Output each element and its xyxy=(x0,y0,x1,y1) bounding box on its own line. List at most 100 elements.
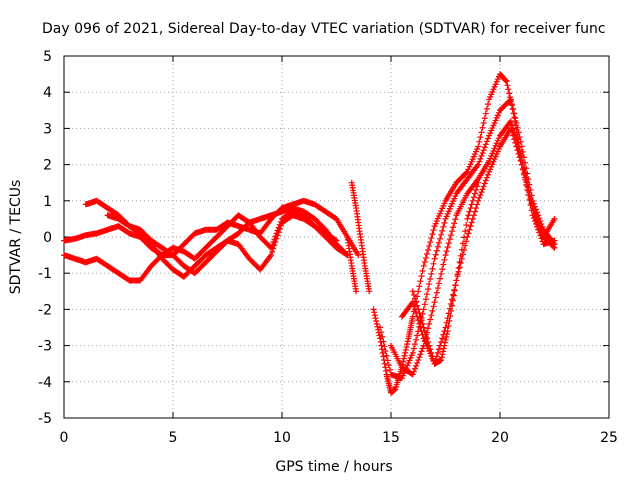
data-point xyxy=(535,226,542,233)
data-point xyxy=(366,288,373,295)
data-point xyxy=(439,335,446,342)
data-point xyxy=(435,346,442,353)
data-point xyxy=(511,110,518,117)
data-point xyxy=(438,357,445,364)
data-point xyxy=(419,320,426,327)
data-point xyxy=(380,338,387,345)
data-point xyxy=(508,121,515,128)
data-point xyxy=(527,202,534,209)
data-point xyxy=(449,302,456,309)
data-point xyxy=(477,155,484,162)
data-point xyxy=(537,232,544,239)
data-point xyxy=(449,297,456,304)
data-point xyxy=(517,138,524,145)
data-point xyxy=(551,237,558,244)
data-point xyxy=(438,354,445,361)
data-point xyxy=(456,258,463,265)
data-point xyxy=(379,333,386,340)
data-point xyxy=(478,129,485,136)
data-point xyxy=(378,329,385,336)
data-point xyxy=(421,301,428,308)
data-point xyxy=(420,306,427,313)
data-point xyxy=(469,215,476,222)
data-point xyxy=(439,351,446,358)
data-point xyxy=(386,366,393,373)
data-point xyxy=(429,307,436,314)
x-axis-label: GPS time / hours xyxy=(275,459,392,475)
data-point xyxy=(374,323,381,330)
data-point xyxy=(464,215,471,222)
data-point xyxy=(432,251,439,258)
data-point xyxy=(510,105,517,112)
data-point xyxy=(515,150,522,157)
data-point xyxy=(480,183,487,190)
series-track-10 xyxy=(398,125,558,367)
data-point xyxy=(430,303,437,310)
grid xyxy=(64,56,609,418)
data-point xyxy=(372,315,379,322)
data-point xyxy=(417,313,424,320)
data-point xyxy=(400,355,407,362)
y-tick-label: 2 xyxy=(43,158,52,174)
data-point xyxy=(423,291,430,298)
data-point xyxy=(434,349,441,356)
data-point xyxy=(417,278,424,285)
data-point xyxy=(403,344,410,351)
data-point xyxy=(370,306,377,313)
data-point xyxy=(272,239,279,246)
data-point xyxy=(511,136,518,143)
data-point xyxy=(434,285,441,292)
data-point xyxy=(466,208,473,215)
y-tick-label: 3 xyxy=(43,121,52,137)
data-point xyxy=(429,265,436,272)
data-point xyxy=(463,169,470,176)
data-point xyxy=(534,223,541,230)
data-point xyxy=(517,157,524,164)
data-point xyxy=(485,171,492,178)
data-point xyxy=(423,251,430,258)
data-point xyxy=(473,205,480,212)
data-point xyxy=(504,82,511,89)
data-point xyxy=(381,343,388,350)
data-point xyxy=(441,219,448,226)
data-point xyxy=(485,135,492,142)
data-point xyxy=(445,240,452,247)
data-point xyxy=(413,336,420,343)
x-tick-label: 15 xyxy=(382,430,400,446)
data-point xyxy=(513,119,520,126)
data-point xyxy=(415,357,422,364)
data-point xyxy=(538,235,545,242)
data-point xyxy=(508,101,515,108)
data-point xyxy=(483,105,490,112)
y-tick-label: -1 xyxy=(38,266,52,282)
data-point xyxy=(466,226,473,233)
data-point xyxy=(481,144,488,151)
y-tick-label: 0 xyxy=(43,230,52,246)
data-point xyxy=(480,119,487,126)
data-point xyxy=(271,242,278,249)
data-point xyxy=(410,368,417,375)
data-point xyxy=(470,212,477,219)
data-point xyxy=(444,244,451,251)
data-point xyxy=(551,244,558,251)
data-point xyxy=(444,328,451,335)
data-point xyxy=(485,101,492,108)
data-point xyxy=(382,348,389,355)
data-point xyxy=(427,346,434,353)
data-point xyxy=(471,208,478,215)
data-point xyxy=(418,273,425,280)
data-point xyxy=(415,306,422,313)
data-point xyxy=(518,161,525,168)
data-point xyxy=(467,223,474,230)
data-point xyxy=(439,227,446,234)
data-point xyxy=(428,270,435,277)
data-point xyxy=(273,235,280,242)
data-point xyxy=(427,316,434,323)
data-point xyxy=(384,357,391,364)
data-point xyxy=(481,180,488,187)
data-point xyxy=(275,229,282,236)
data-point xyxy=(438,270,445,277)
data-point xyxy=(514,147,521,154)
data-point xyxy=(440,345,447,352)
data-point xyxy=(433,289,440,296)
